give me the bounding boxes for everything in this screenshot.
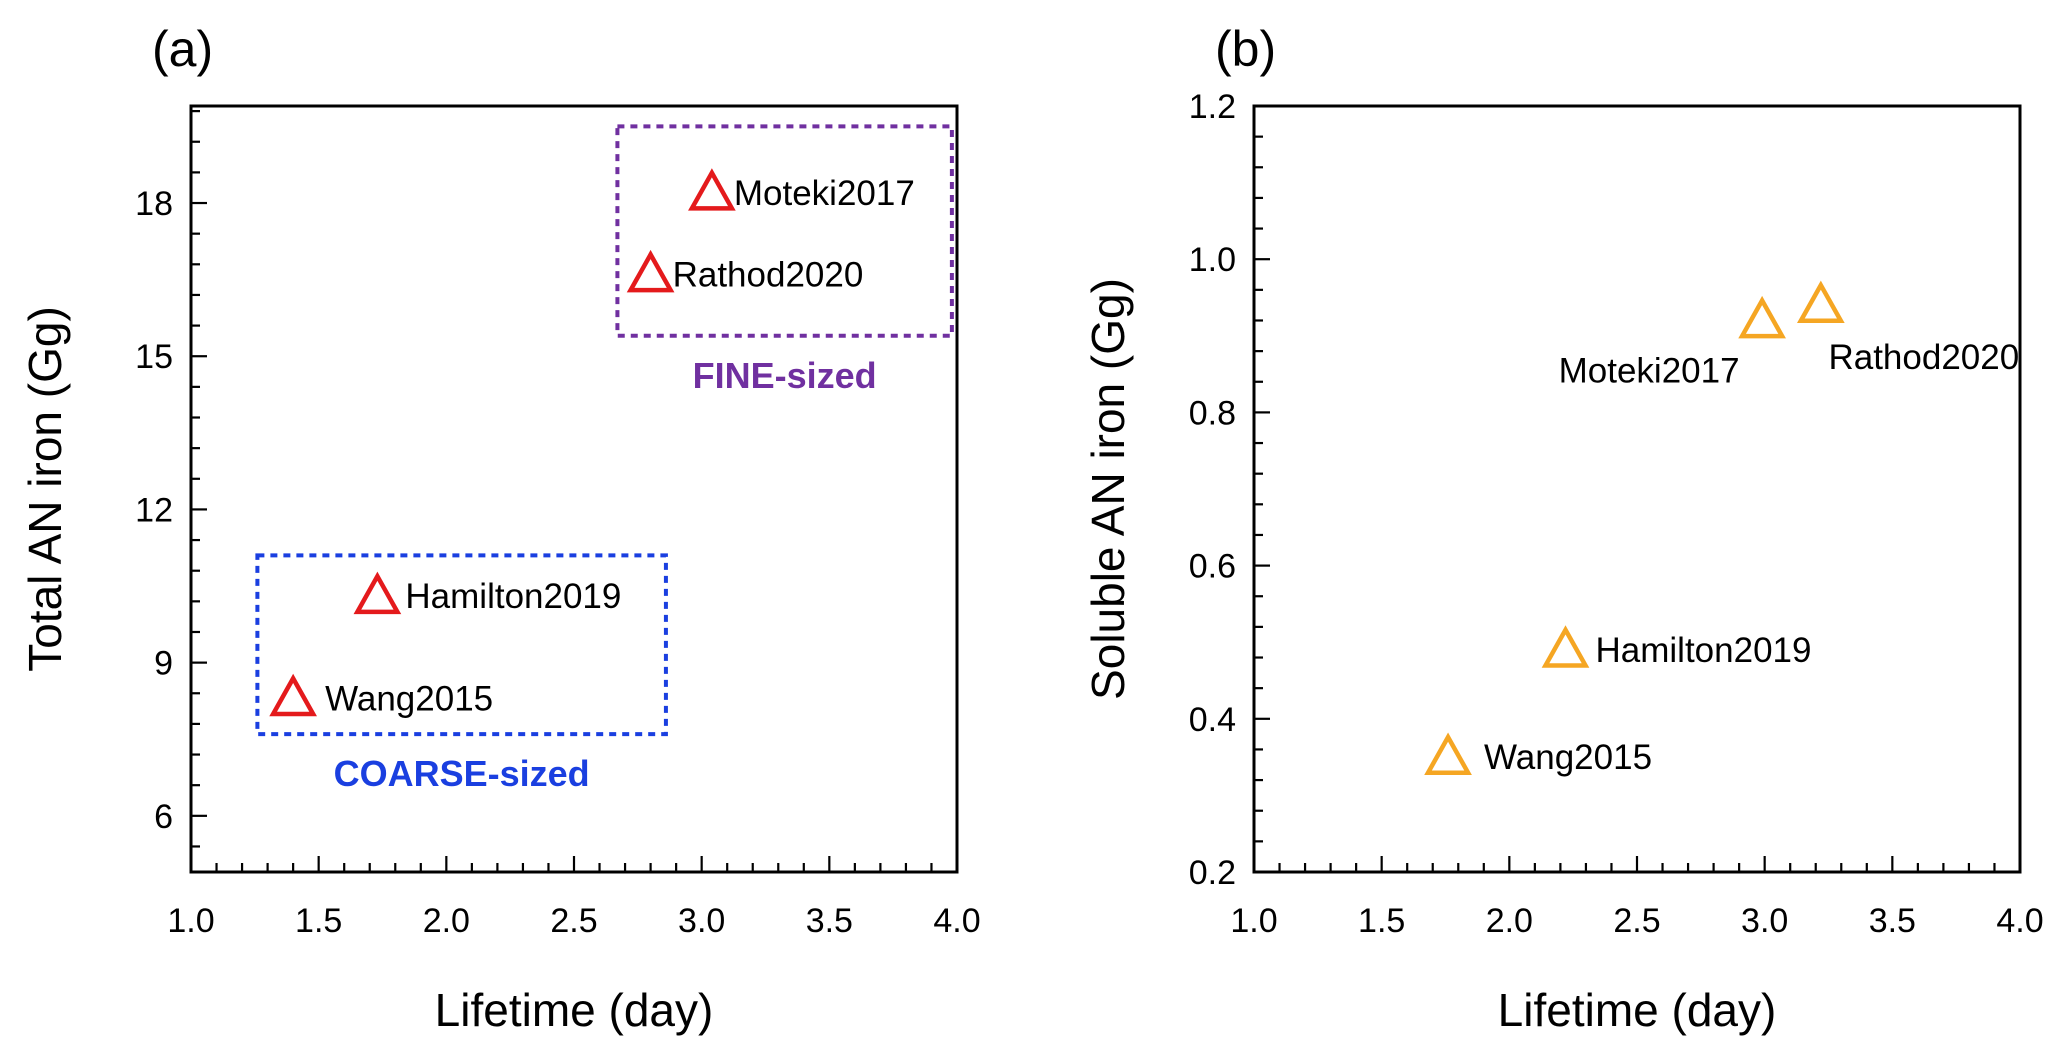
panel-label: (b) — [1215, 21, 1276, 77]
x-tick-label: 4.0 — [933, 902, 980, 940]
group-box — [615, 124, 954, 338]
panel-label: (a) — [152, 21, 213, 77]
data-point-label: Wang2015 — [325, 679, 493, 718]
data-point-label: Hamilton2019 — [1596, 631, 1812, 670]
x-tick-label: 1.0 — [1230, 902, 1277, 940]
x-tick-label: 3.0 — [678, 902, 725, 940]
y-tick-label: 18 — [135, 185, 173, 223]
y-tick-label: 0.8 — [1189, 394, 1236, 432]
panel-b: (b) 1.0 1.5 2.0 2.5 3.0 3.5 4.0 0.2 0.4 0.6 0.8 1.0 1… — [1082, 21, 2044, 1036]
x-tick-label: 3.5 — [1869, 902, 1916, 940]
x-tick-label: 2.0 — [1486, 902, 1533, 940]
group-caption: FINE-sized — [693, 355, 877, 396]
data-point-label: Moteki2017 — [734, 174, 915, 213]
x-axis-title: Lifetime (day) — [435, 984, 714, 1036]
data-point-marker — [353, 571, 402, 615]
x-tick-label: 2.5 — [550, 902, 597, 940]
x-tick-label: 4.0 — [1996, 902, 2043, 940]
data-point-label: Wang2015 — [1484, 738, 1652, 777]
data-point-marker — [1424, 732, 1472, 775]
x-tick-label: 2.0 — [423, 902, 470, 940]
y-tick-label: 1.2 — [1189, 88, 1236, 126]
data-point-marker — [1738, 295, 1786, 339]
y-tick-label: 0.6 — [1189, 548, 1236, 586]
data-point-marker — [1796, 280, 1845, 324]
data-point-label: Hamilton2019 — [405, 577, 621, 616]
x-tick-label: 1.5 — [1358, 902, 1405, 940]
data-point-label: Rathod2020 — [1828, 338, 2019, 377]
y-axis-title: Total AN iron (Gg) — [19, 306, 71, 672]
x-tick-label: 2.5 — [1613, 902, 1660, 940]
y-tick-label: 9 — [154, 645, 173, 683]
data-point-label: Moteki2017 — [1559, 351, 1740, 390]
x-tick-label: 3.5 — [806, 902, 853, 940]
y-tick-label: 0.4 — [1189, 701, 1236, 739]
y-tick-label: 0.2 — [1189, 854, 1236, 892]
y-tick-label: 1.0 — [1189, 241, 1236, 279]
data-point-marker — [626, 249, 675, 293]
group-caption: COARSE-sized — [334, 753, 590, 794]
group-box — [255, 553, 668, 737]
x-tick-label: 1.5 — [295, 902, 342, 940]
data-point-marker — [1541, 625, 1590, 668]
data-point-label: Rathod2020 — [673, 256, 864, 295]
y-tick-label: 6 — [154, 798, 173, 836]
data-point-marker — [688, 168, 736, 211]
y-tick-label: 12 — [135, 491, 173, 529]
y-tick-label: 15 — [135, 338, 173, 376]
y-axis-title: Soluble AN iron (Gg) — [1082, 278, 1134, 700]
panel-a: (a) 1.0 1.5 2.0 2.5 3.0 3.5 4.0 6 9 12 15 18 Lifetime… — [19, 21, 981, 1036]
x-tick-label: 3.0 — [1741, 902, 1788, 940]
x-axis-title: Lifetime (day) — [1498, 984, 1777, 1036]
x-tick-label: 1.0 — [167, 902, 214, 940]
data-point-marker — [269, 673, 317, 717]
